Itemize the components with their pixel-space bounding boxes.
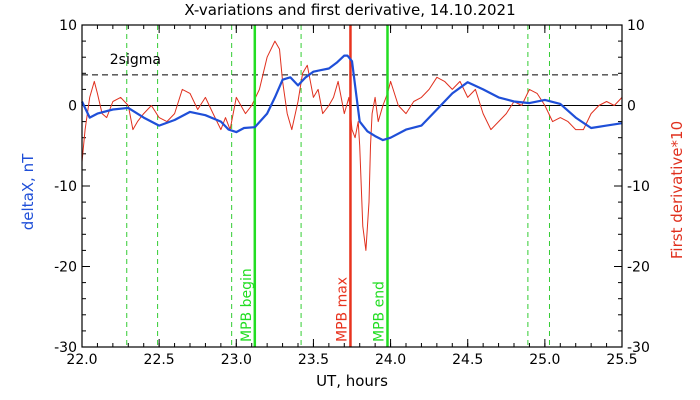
y-tick-label-left: 10 (59, 18, 77, 34)
y-tick-label-right: 10 (627, 18, 645, 34)
y-axis-label-left: deltaX, nT (19, 153, 37, 230)
axis-ticks: 22.0 22.5 23.0 23.5 24.0 24.5 25.0 25.5 10 0 -10 -2… (54, 18, 650, 368)
x-tick-label: 23.5 (298, 352, 329, 368)
y-tick-label-left: -20 (54, 260, 77, 276)
mpb-boundary-label: MPB begin (239, 268, 255, 342)
mpb-max-label: MPB max (334, 277, 350, 342)
x-tick-label: 25.5 (606, 352, 637, 368)
x-tick-label: 22.0 (66, 352, 97, 368)
chart-title: X-variations and first derivative, 14.10… (184, 1, 515, 19)
plot-frame (81, 24, 623, 348)
x-tick-label: 24.0 (375, 352, 406, 368)
y-tick-label-right: -20 (627, 260, 650, 276)
threshold-label: 2sigma (110, 52, 161, 68)
x-axis-label: UT, hours (316, 372, 388, 390)
series-line-derivative (81, 40, 623, 251)
y-tick-label-left: -30 (54, 340, 77, 356)
y-tick-label-right: 0 (627, 99, 636, 115)
series-line-delta-x (81, 54, 623, 142)
x-tick-label: 23.0 (221, 352, 252, 368)
y-tick-label-left: -10 (54, 179, 77, 195)
x-tick-label: 24.5 (452, 352, 483, 368)
y-tick-label-right: -30 (627, 340, 650, 356)
x-tick-label: 22.5 (144, 352, 175, 368)
x-tick-label: 25.0 (529, 352, 560, 368)
y-axis-label-right: First derivative*10 (668, 121, 686, 259)
y-tick-label-right: -10 (627, 179, 650, 195)
chart-marks: 2sigma MPB begin MPB max MPB end (81, 25, 623, 347)
mpb-boundary-label: MPB end (371, 281, 387, 342)
y-tick-label-left: 0 (68, 99, 77, 115)
